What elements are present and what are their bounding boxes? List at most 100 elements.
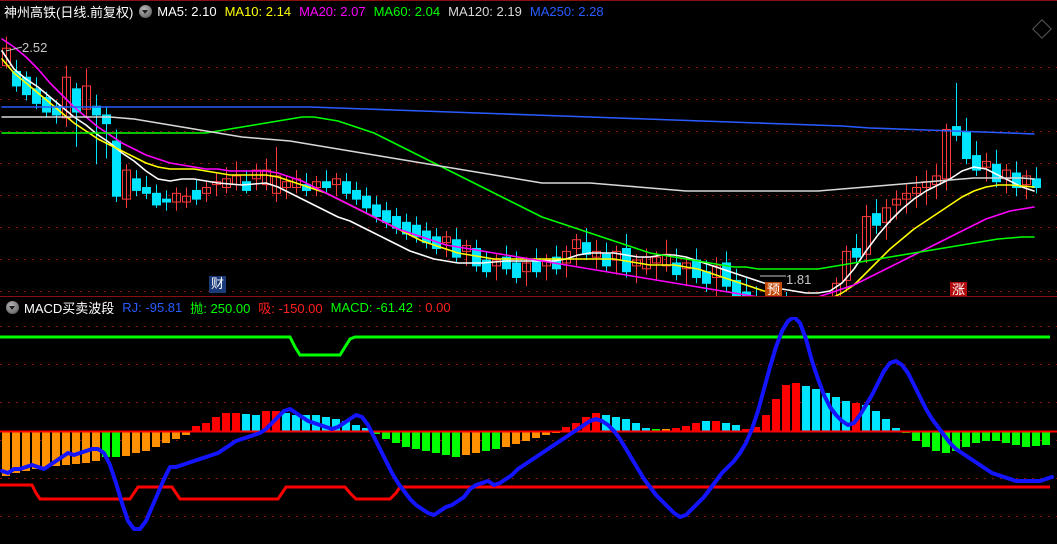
- signal-badge-financial[interactable]: 财: [209, 276, 226, 293]
- price-chart-svg: [0, 36, 1057, 296]
- candle-body: [1032, 178, 1041, 189]
- histogram-bar: [192, 426, 200, 431]
- ma-line-ma60: [1, 116, 1035, 270]
- histogram-bar: [742, 429, 750, 431]
- histogram-bar: [232, 413, 240, 431]
- histogram-bar: [202, 423, 210, 431]
- macd-chart-panel[interactable]: [0, 317, 1057, 544]
- histogram-bar: [962, 431, 970, 447]
- histogram-bar: [722, 423, 730, 431]
- histogram-bar: [112, 431, 120, 457]
- rj-value: -95.81: [145, 300, 183, 315]
- signal-badge-forecast[interactable]: 预: [765, 282, 782, 299]
- candle-body: [902, 192, 911, 200]
- macd-value: -61.42: [376, 300, 414, 315]
- histogram-bar: [132, 431, 140, 453]
- buy-threshold-band: [0, 483, 1050, 501]
- candle-body: [262, 169, 271, 186]
- macd-histogram: [2, 383, 1050, 476]
- candle-body: [142, 187, 151, 194]
- candle-body: [522, 262, 531, 273]
- price-axis-label-low: 1.81: [786, 272, 812, 287]
- histogram-bar: [1042, 431, 1050, 445]
- histogram-bar: [972, 431, 980, 443]
- histogram-bar: [482, 431, 490, 451]
- chevron-down-circle-icon[interactable]: [6, 301, 19, 314]
- candle-body: [572, 239, 581, 249]
- ma250-value: 2.28: [578, 4, 604, 19]
- macd-label: MACD:: [330, 300, 373, 315]
- ma10-value: 2.14: [265, 4, 292, 19]
- histogram-bar: [212, 417, 220, 431]
- histogram-bar: [142, 431, 150, 451]
- price-chart-panel[interactable]: [0, 21, 1057, 296]
- macd-readout: MACD: -61.42: [331, 300, 413, 315]
- histogram-bar: [402, 431, 410, 447]
- candle-body: [592, 250, 601, 258]
- histogram-bar: [392, 431, 400, 443]
- histogram-bar: [102, 431, 110, 457]
- candle-body: [162, 198, 171, 203]
- macd-signal-value: 0.00: [425, 300, 451, 315]
- macd-chart-svg: [0, 317, 1057, 531]
- rj-oscillator-line: [0, 317, 1054, 531]
- signal-badge-limit-up[interactable]: 涨: [950, 282, 967, 299]
- histogram-bar: [302, 415, 310, 431]
- histogram-bar: [512, 431, 520, 444]
- histogram-bar: [412, 431, 420, 449]
- histogram-bar: [762, 415, 770, 431]
- histogram-bar: [2, 431, 10, 476]
- histogram-bar: [822, 393, 830, 431]
- candle-body: [502, 256, 511, 270]
- candle-body: [672, 262, 681, 276]
- candle-body: [112, 140, 121, 197]
- histogram-bar: [342, 421, 350, 431]
- histogram-bar: [502, 431, 510, 447]
- candle-body: [872, 213, 881, 226]
- candle-body: [172, 192, 181, 203]
- ma60-readout: MA60: 2.04: [374, 4, 441, 19]
- histogram-bar: [282, 413, 290, 431]
- histogram-bar: [162, 431, 170, 443]
- candle-body: [342, 181, 351, 194]
- histogram-bar: [72, 431, 80, 464]
- ma5-value: 2.10: [191, 4, 217, 19]
- histogram-bar: [82, 431, 90, 463]
- histogram-bar: [382, 431, 390, 439]
- histogram-bar: [1012, 431, 1020, 445]
- sell-label: 抛:: [190, 301, 207, 316]
- histogram-bar: [172, 431, 180, 439]
- histogram-bar: [242, 414, 250, 431]
- histogram-bar: [702, 421, 710, 431]
- histogram-bar: [592, 413, 600, 431]
- histogram-bar: [332, 419, 340, 431]
- ma-line-ma5: [1, 50, 1035, 294]
- price-axis-label-high: 2.52: [22, 40, 48, 55]
- histogram-bar: [952, 431, 960, 451]
- candle-body: [202, 187, 211, 194]
- candle-body: [2, 47, 11, 67]
- ma60-value: 2.04: [414, 4, 441, 19]
- candle-body: [42, 97, 51, 113]
- candle-body: [732, 279, 741, 296]
- ma120-label: MA120:: [448, 4, 493, 19]
- histogram-bar: [642, 428, 650, 431]
- histogram-bar: [942, 431, 950, 453]
- histogram-bar: [852, 403, 860, 431]
- candle-body: [322, 181, 331, 189]
- candle-body: [102, 114, 111, 125]
- candle-body: [72, 88, 81, 113]
- candle-body: [122, 169, 131, 200]
- ma20-value: 2.07: [340, 4, 366, 19]
- chevron-down-circle-icon[interactable]: [139, 5, 153, 18]
- histogram-bar: [912, 431, 920, 441]
- macd-signal-readout: : 0.00: [418, 300, 451, 315]
- sell-value: 250.00: [210, 301, 251, 316]
- symbol-label: 神州高铁(日线.前复权): [4, 5, 134, 20]
- candle-body: [1022, 175, 1031, 186]
- histogram-bar: [1002, 431, 1010, 443]
- ma20-label: MA20:: [299, 4, 337, 19]
- candle-body: [882, 207, 891, 223]
- ma120-value: 2.19: [496, 4, 522, 19]
- histogram-bar: [882, 419, 890, 431]
